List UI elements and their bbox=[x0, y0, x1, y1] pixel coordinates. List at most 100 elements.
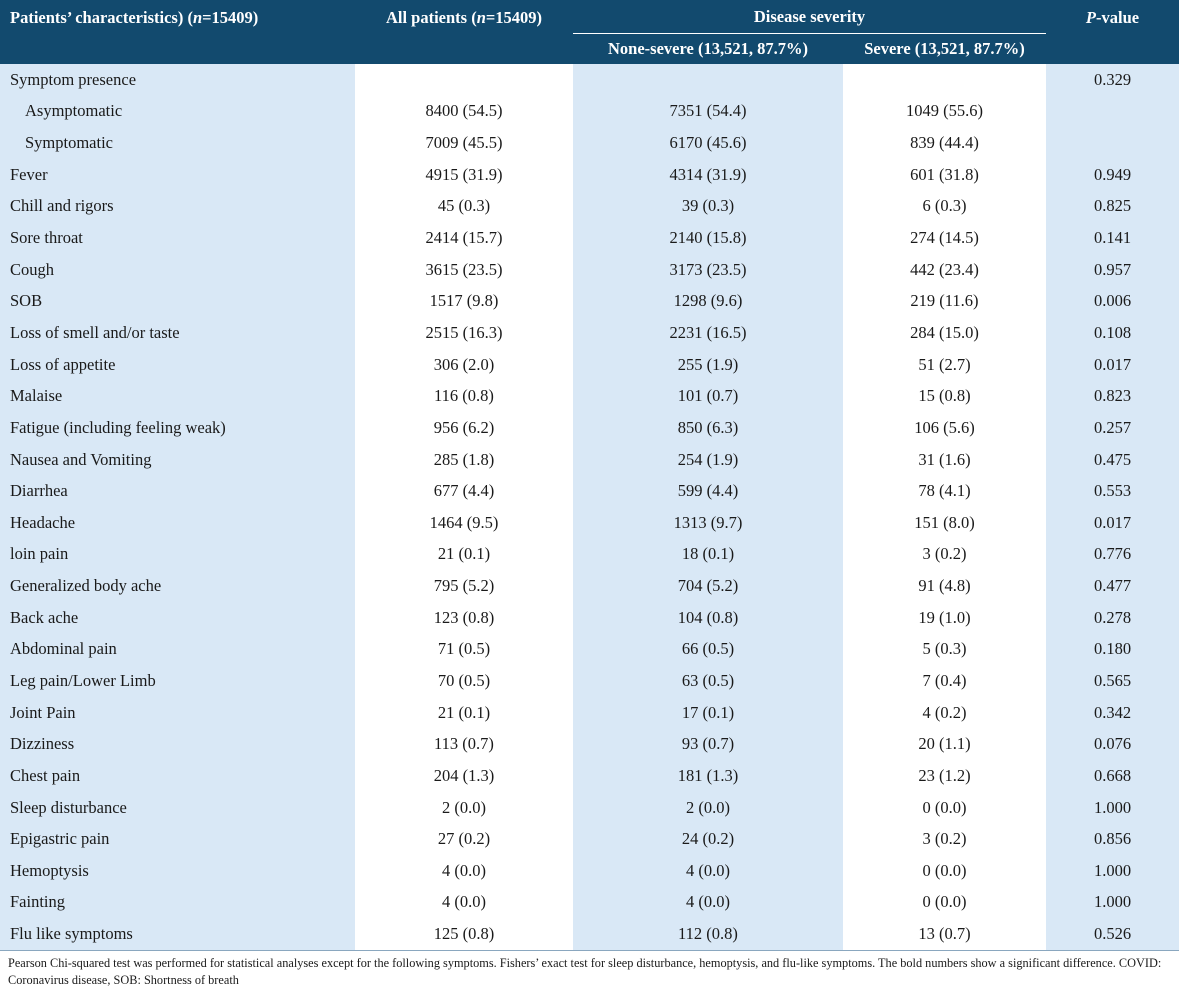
cell-p-value: 1.000 bbox=[1046, 791, 1179, 824]
header-characteristics: Patients’ characteristics) (n=15409) bbox=[0, 0, 355, 64]
cell-severe: 0 (0.0) bbox=[843, 855, 1046, 887]
cell-p-value: 0.006 bbox=[1046, 285, 1179, 318]
cell-severe: 106 (5.6) bbox=[843, 412, 1046, 444]
cell-p-value: 0.342 bbox=[1046, 696, 1179, 729]
table-row: Nausea and Vomiting 285 (1.8) 254 (1.9) 31 … bbox=[0, 443, 1179, 476]
table-row: Loss of smell and/or taste 2515 (16.3) 223… bbox=[0, 317, 1179, 349]
table-row: Asymptomatic 8400 (54.5) 7351 (54.4) 1049 (… bbox=[0, 95, 1179, 128]
cell-p-value bbox=[1046, 127, 1179, 159]
cell-none-severe: 93 (0.7) bbox=[573, 728, 843, 761]
table-header: Patients’ characteristics) (n=15409) All… bbox=[0, 0, 1179, 64]
cell-p-value: 0.949 bbox=[1046, 158, 1179, 191]
header-disease-severity: Disease severity bbox=[573, 0, 1046, 34]
cell-none-severe: 2231 (16.5) bbox=[573, 317, 843, 349]
cell-all-patients: 8400 (54.5) bbox=[355, 95, 573, 128]
row-label: Symptom presence bbox=[0, 64, 355, 96]
header-p-value: P-value bbox=[1046, 0, 1179, 64]
cell-all-patients: 27 (0.2) bbox=[355, 823, 573, 856]
table-row: Generalized body ache 795 (5.2) 704 (5.2) 9… bbox=[0, 570, 1179, 602]
cell-severe bbox=[843, 64, 1046, 96]
row-label: Sore throat bbox=[0, 222, 355, 254]
table-body: Symptom presence 0.329 Asymptomatic 8400 (5… bbox=[0, 64, 1179, 950]
row-label: Abdominal pain bbox=[0, 633, 355, 666]
cell-none-severe: 4 (0.0) bbox=[573, 886, 843, 919]
cell-none-severe: 39 (0.3) bbox=[573, 190, 843, 223]
row-label: Leg pain/Lower Limb bbox=[0, 665, 355, 697]
table-row: Fever 4915 (31.9) 4314 (31.9) 601 (31.8) 0.9… bbox=[0, 158, 1179, 191]
cell-p-value: 0.017 bbox=[1046, 506, 1179, 539]
cell-severe: 20 (1.1) bbox=[843, 728, 1046, 761]
cell-all-patients: 1464 (9.5) bbox=[355, 506, 573, 539]
table-row: Chill and rigors 45 (0.3) 39 (0.3) 6 (0.3) 0… bbox=[0, 190, 1179, 223]
cell-none-severe: 4314 (31.9) bbox=[573, 158, 843, 191]
cell-all-patients: 285 (1.8) bbox=[355, 443, 573, 476]
cell-none-severe: 254 (1.9) bbox=[573, 443, 843, 476]
row-label: SOB bbox=[0, 285, 355, 318]
table-row: Leg pain/Lower Limb 70 (0.5) 63 (0.5) 7 (0.… bbox=[0, 665, 1179, 697]
row-label: Hemoptysis bbox=[0, 855, 355, 887]
cell-all-patients: 2515 (16.3) bbox=[355, 317, 573, 349]
cell-p-value: 0.180 bbox=[1046, 633, 1179, 666]
table-row: Headache 1464 (9.5) 1313 (9.7) 151 (8.0) 0.0… bbox=[0, 506, 1179, 539]
cell-none-severe: 1313 (9.7) bbox=[573, 506, 843, 539]
cell-severe: 3 (0.2) bbox=[843, 823, 1046, 856]
cell-none-severe: 704 (5.2) bbox=[573, 570, 843, 602]
cell-p-value: 0.668 bbox=[1046, 760, 1179, 792]
table-row: Dizziness 113 (0.7) 93 (0.7) 20 (1.1) 0.076 bbox=[0, 728, 1179, 761]
cell-p-value: 0.278 bbox=[1046, 601, 1179, 634]
row-label: Fainting bbox=[0, 886, 355, 919]
table-row: Diarrhea 677 (4.4) 599 (4.4) 78 (4.1) 0.553 bbox=[0, 475, 1179, 507]
cell-none-severe: 24 (0.2) bbox=[573, 823, 843, 856]
cell-none-severe: 66 (0.5) bbox=[573, 633, 843, 666]
cell-severe: 601 (31.8) bbox=[843, 158, 1046, 191]
cell-severe: 6 (0.3) bbox=[843, 190, 1046, 223]
table-row: Hemoptysis 4 (0.0) 4 (0.0) 0 (0.0) 1.000 bbox=[0, 855, 1179, 887]
cell-none-severe: 850 (6.3) bbox=[573, 412, 843, 444]
row-label: Chill and rigors bbox=[0, 190, 355, 223]
cell-severe: 0 (0.0) bbox=[843, 886, 1046, 919]
cell-severe: 5 (0.3) bbox=[843, 633, 1046, 666]
cell-p-value: 0.553 bbox=[1046, 475, 1179, 507]
table-row: SOB 1517 (9.8) 1298 (9.6) 219 (11.6) 0.006 bbox=[0, 285, 1179, 318]
cell-p-value: 1.000 bbox=[1046, 886, 1179, 919]
cell-all-patients: 7009 (45.5) bbox=[355, 127, 573, 159]
cell-none-severe: 6170 (45.6) bbox=[573, 127, 843, 159]
cell-all-patients: 21 (0.1) bbox=[355, 538, 573, 571]
cell-severe: 0 (0.0) bbox=[843, 791, 1046, 824]
row-label: Fever bbox=[0, 158, 355, 191]
cell-severe: 219 (11.6) bbox=[843, 285, 1046, 318]
cell-none-severe: 63 (0.5) bbox=[573, 665, 843, 697]
cell-p-value: 0.823 bbox=[1046, 380, 1179, 413]
cell-p-value: 0.526 bbox=[1046, 918, 1179, 950]
cell-none-severe: 255 (1.9) bbox=[573, 348, 843, 381]
cell-severe: 284 (15.0) bbox=[843, 317, 1046, 349]
table-row: Flu like symptoms 125 (0.8) 112 (0.8) 13 (0… bbox=[0, 918, 1179, 950]
cell-all-patients: 956 (6.2) bbox=[355, 412, 573, 444]
cell-p-value: 0.856 bbox=[1046, 823, 1179, 856]
row-label: Chest pain bbox=[0, 760, 355, 792]
cell-severe: 1049 (55.6) bbox=[843, 95, 1046, 128]
cell-all-patients: 45 (0.3) bbox=[355, 190, 573, 223]
table-row: Loss of appetite 306 (2.0) 255 (1.9) 51 (2.… bbox=[0, 348, 1179, 381]
cell-none-severe: 3173 (23.5) bbox=[573, 253, 843, 286]
header-all-patients: All patients (n=15409) bbox=[355, 0, 573, 64]
table-row: Abdominal pain 71 (0.5) 66 (0.5) 5 (0.3) 0.1… bbox=[0, 633, 1179, 666]
row-label: Back ache bbox=[0, 601, 355, 634]
table-row: Sleep disturbance 2 (0.0) 2 (0.0) 0 (0.0) 1.… bbox=[0, 791, 1179, 824]
cell-none-severe: 18 (0.1) bbox=[573, 538, 843, 571]
cell-all-patients: 677 (4.4) bbox=[355, 475, 573, 507]
row-label: Flu like symptoms bbox=[0, 918, 355, 950]
cell-all-patients bbox=[355, 64, 573, 96]
cell-p-value: 0.776 bbox=[1046, 538, 1179, 571]
cell-severe: 839 (44.4) bbox=[843, 127, 1046, 159]
table-row: Cough 3615 (23.5) 3173 (23.5) 442 (23.4) 0.9… bbox=[0, 253, 1179, 286]
row-label: Joint Pain bbox=[0, 696, 355, 729]
cell-none-severe: 7351 (54.4) bbox=[573, 95, 843, 128]
row-label: Symptomatic bbox=[0, 127, 355, 159]
cell-all-patients: 116 (0.8) bbox=[355, 380, 573, 413]
table-row: Joint Pain 21 (0.1) 17 (0.1) 4 (0.2) 0.342 bbox=[0, 696, 1179, 729]
table-row: Symptom presence 0.329 bbox=[0, 64, 1179, 96]
cell-none-severe: 2 (0.0) bbox=[573, 791, 843, 824]
cell-severe: 51 (2.7) bbox=[843, 348, 1046, 381]
cell-all-patients: 21 (0.1) bbox=[355, 696, 573, 729]
